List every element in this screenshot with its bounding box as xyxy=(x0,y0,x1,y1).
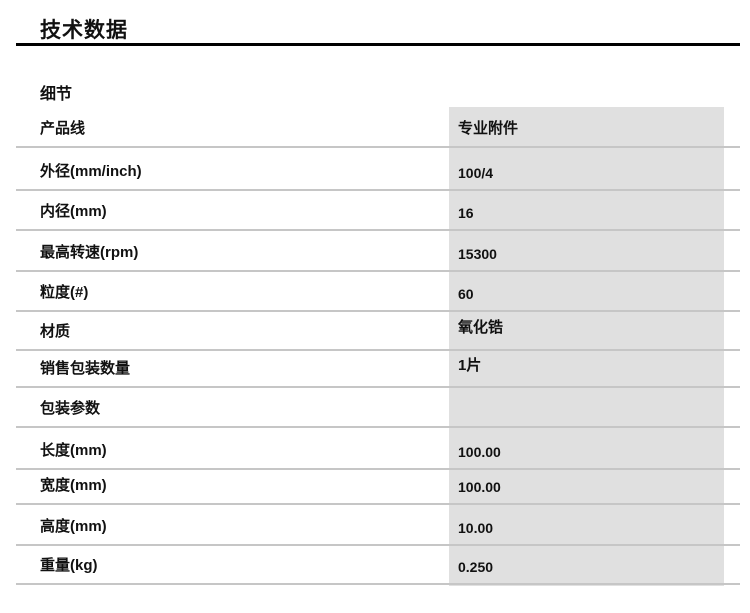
table-row: 产品线 专业附件 xyxy=(16,107,740,148)
row-label: 销售包装数量 xyxy=(40,360,131,377)
row-value: 60 xyxy=(458,286,474,302)
row-value: 15300 xyxy=(458,246,497,262)
row-label: 高度(mm) xyxy=(40,518,107,535)
table-row: 最高转速(rpm) 15300 xyxy=(16,231,740,272)
row-label: 内径(mm) xyxy=(40,203,107,220)
page-title: 技术数据 xyxy=(40,19,128,42)
row-value: 专业附件 xyxy=(458,120,519,137)
section-heading: 细节 xyxy=(40,86,73,103)
table-row: 外径(mm/inch) 100/4 xyxy=(16,148,740,191)
table-row: 高度(mm) 10.00 xyxy=(16,505,740,546)
table-row: 粒度(#) 60 xyxy=(16,272,740,312)
row-label: 产品线 xyxy=(40,120,86,137)
table-row: 包装参数 xyxy=(16,388,740,428)
table-row: 材质 氧化锆 xyxy=(16,312,740,351)
row-value: 0.250 xyxy=(458,559,494,575)
row-label: 最高转速(rpm) xyxy=(40,244,139,261)
value-column-background xyxy=(449,107,724,586)
table-row: 销售包装数量 1片 xyxy=(16,351,740,388)
row-value: 100.00 xyxy=(458,444,501,460)
row-label: 外径(mm/inch) xyxy=(40,163,142,180)
row-value: 16 xyxy=(458,205,474,221)
row-label: 粒度(#) xyxy=(40,284,89,301)
row-value: 氧化锆 xyxy=(458,319,504,336)
row-value: 10.00 xyxy=(458,520,494,536)
row-label: 宽度(mm) xyxy=(40,477,107,494)
table-row: 宽度(mm) 100.00 xyxy=(16,470,740,505)
title-divider xyxy=(16,43,740,46)
row-label: 长度(mm) xyxy=(40,442,107,459)
table-row: 重量(kg) 0.250 xyxy=(16,546,740,585)
row-label: 重量(kg) xyxy=(40,557,98,574)
table-row: 内径(mm) 16 xyxy=(16,191,740,231)
spec-table: 产品线 专业附件 外径(mm/inch) 100/4 内径(mm) 16 最高转速(r… xyxy=(16,107,740,585)
row-value: 100/4 xyxy=(458,165,494,181)
row-label: 包装参数 xyxy=(40,400,101,417)
row-label: 材质 xyxy=(40,323,71,340)
row-value: 100.00 xyxy=(458,479,501,495)
table-row: 长度(mm) 100.00 xyxy=(16,428,740,470)
row-value: 1片 xyxy=(458,357,482,374)
